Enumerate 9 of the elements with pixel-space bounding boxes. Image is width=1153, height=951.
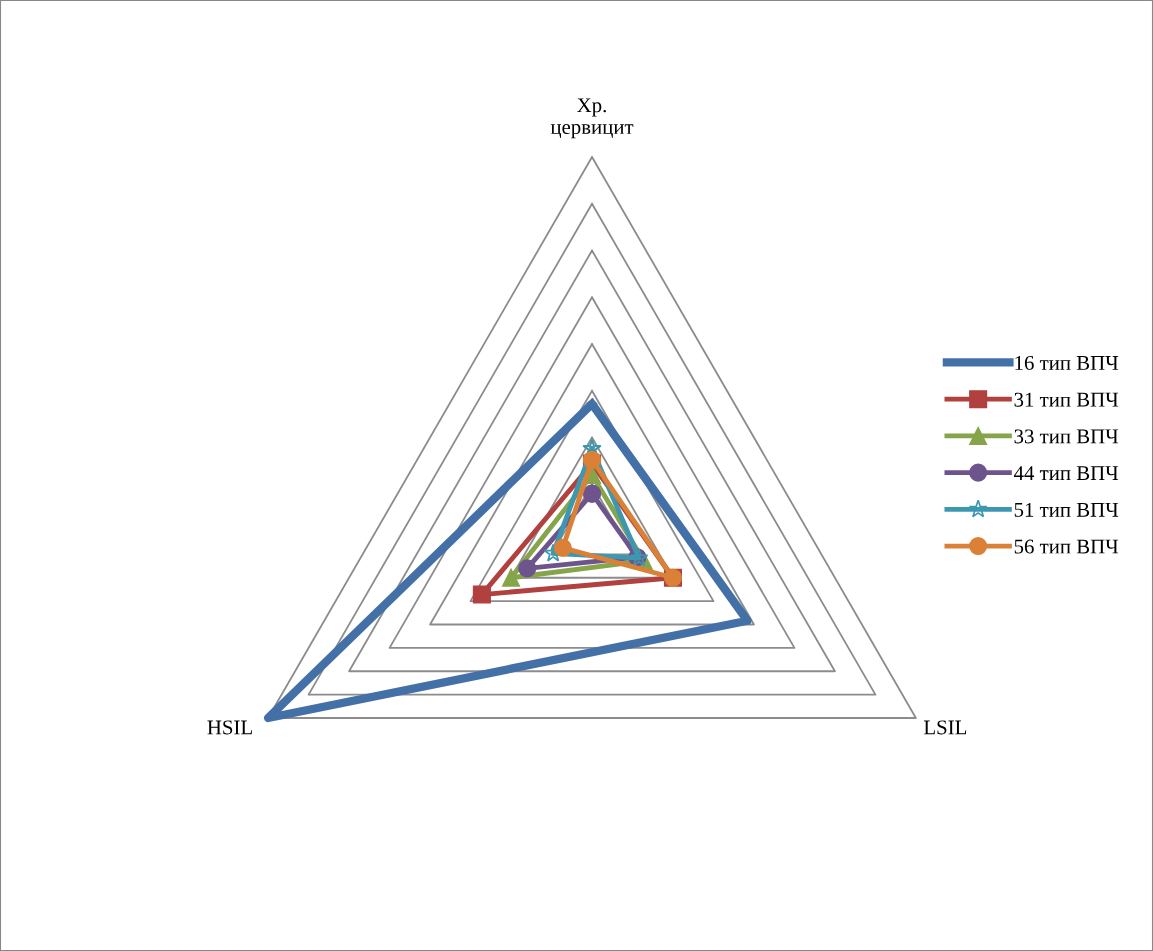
legend-label: 44 тип ВПЧ — [1013, 466, 1119, 480]
legend-label: 51 тип ВПЧ — [1014, 502, 1119, 517]
legend-label: 56 тип ВПЧ — [1014, 539, 1119, 554]
spoke-label: Хр. цервицит — [550, 98, 634, 139]
legend-label: 33 тип ВПЧ — [1014, 429, 1119, 444]
spoke-label: LSIL — [923, 720, 967, 735]
legend-label: 16 тип ВПЧ — [1015, 355, 1119, 370]
legend-label: 31 тип ВПЧ — [1014, 392, 1119, 407]
spoke-label: HSIL — [207, 720, 252, 735]
